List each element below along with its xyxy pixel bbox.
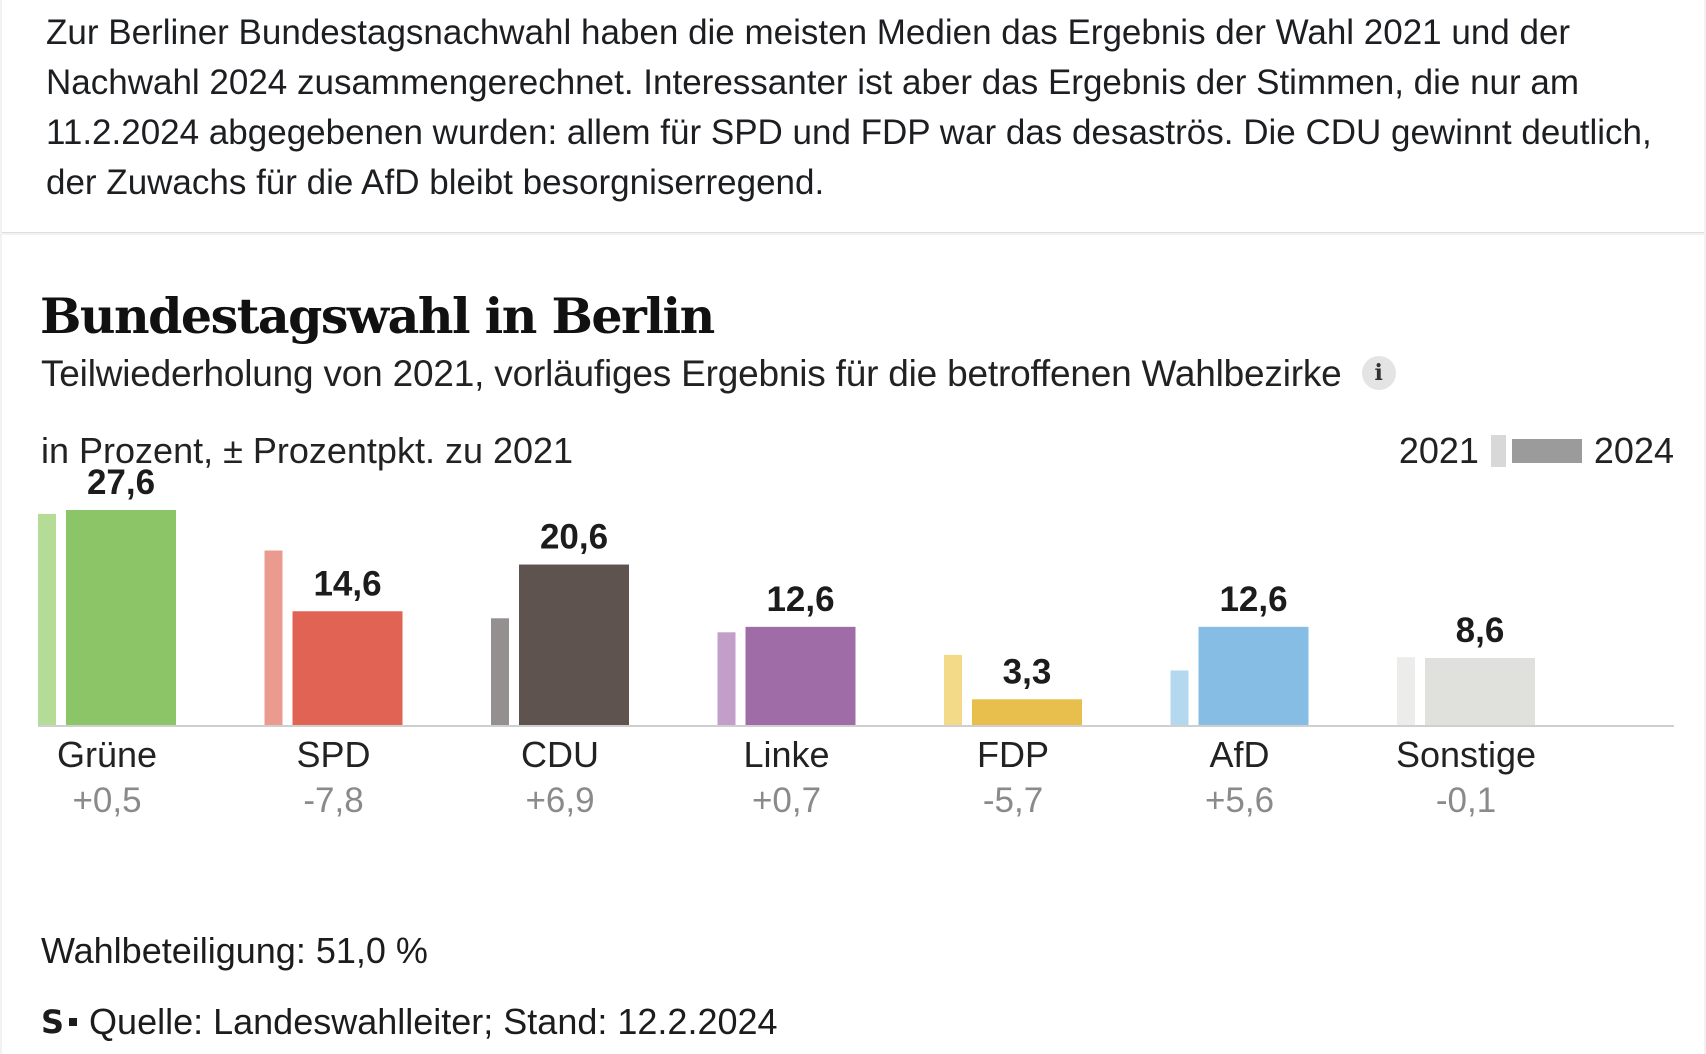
- legend-label-2024: 2024: [1593, 430, 1674, 471]
- legend-swatch-2024: [1511, 439, 1582, 463]
- info-icon[interactable]: i: [1361, 356, 1396, 391]
- category-label-sonstige: Sonstige: [1396, 734, 1536, 775]
- change-label-fdp: -5,7: [983, 781, 1043, 820]
- change-label-cdu: +6,9: [525, 781, 594, 820]
- value-label-gruene: 27,6: [87, 463, 155, 502]
- value-label-linke: 12,6: [766, 580, 834, 619]
- change-label-afd: +5,6: [1205, 781, 1274, 820]
- legend-swatch-2021: [1490, 435, 1506, 467]
- chart-card: Bundestagswahl in Berlin Teilwiederholun…: [2, 235, 1704, 1054]
- bar-2024-afd: [1198, 626, 1309, 725]
- post-text: Zur Berliner Bundestagsnachwahl haben di…: [2, 0, 1704, 233]
- source-line: S Quelle: Landeswahlleiter; Stand: 12.2.2…: [41, 1001, 778, 1043]
- source-square-icon: [69, 1018, 78, 1026]
- category-label-cdu: CDU: [521, 734, 599, 775]
- category-label-afd: AfD: [1209, 734, 1269, 775]
- bar-2021-gruene: [38, 513, 56, 725]
- bar-2021-afd: [1170, 670, 1189, 725]
- change-label-linke: +0,7: [752, 781, 821, 820]
- bar-2021-fdp: [944, 654, 962, 725]
- value-label-cdu: 20,6: [540, 518, 608, 557]
- turnout-note: Wahlbeteiligung: 51,0 %: [41, 930, 428, 971]
- bar-2024-sonstige: [1425, 658, 1535, 725]
- bar-2021-cdu: [491, 618, 509, 725]
- bar-2021-spd: [264, 550, 283, 725]
- bar-2021-linke: [717, 632, 736, 725]
- unit-label: in Prozent, ± Prozentpkt. zu 2021: [41, 430, 574, 471]
- bar-2021-sonstige: [1397, 657, 1415, 725]
- chart-subtitle-text: Teilwiederholung von 2021, vorläufiges E…: [41, 353, 1342, 394]
- value-label-afd: 12,6: [1219, 580, 1287, 619]
- bar-2024-fdp: [972, 699, 1082, 725]
- category-label-fdp: FDP: [977, 734, 1049, 775]
- category-label-spd: SPD: [296, 734, 370, 775]
- bar-2024-spd: [292, 611, 403, 725]
- bar-2024-gruene: [66, 510, 176, 725]
- source-text: Quelle: Landeswahlleiter; Stand: 12.2.20…: [89, 1001, 778, 1042]
- change-label-gruene: +0,5: [72, 781, 141, 820]
- bar-2024-cdu: [519, 564, 629, 725]
- legend-label-2021: 2021: [1398, 430, 1479, 471]
- change-label-sonstige: -0,1: [1436, 781, 1496, 820]
- legend: 2021 2024: [1399, 430, 1674, 472]
- bar-chart: 27,6 Grüne +0,5 14,6 SPD -7,8 20,6 CDU +6,9 12,6 L…: [38, 463, 1674, 820]
- change-label-spd: -7,8: [303, 781, 363, 820]
- value-label-spd: 14,6: [313, 564, 381, 603]
- chart-subtitle: Teilwiederholung von 2021, vorläufiges E…: [41, 353, 1396, 395]
- category-label-linke: Linke: [743, 734, 829, 775]
- bar-2024-linke: [745, 626, 856, 725]
- category-label-gruene: Grüne: [57, 734, 157, 775]
- value-label-fdp: 3,3: [1003, 652, 1052, 691]
- value-label-sonstige: 8,6: [1456, 611, 1505, 650]
- chart-title: Bundestagswahl in Berlin: [40, 287, 715, 345]
- publisher-logo: S: [41, 1003, 64, 1041]
